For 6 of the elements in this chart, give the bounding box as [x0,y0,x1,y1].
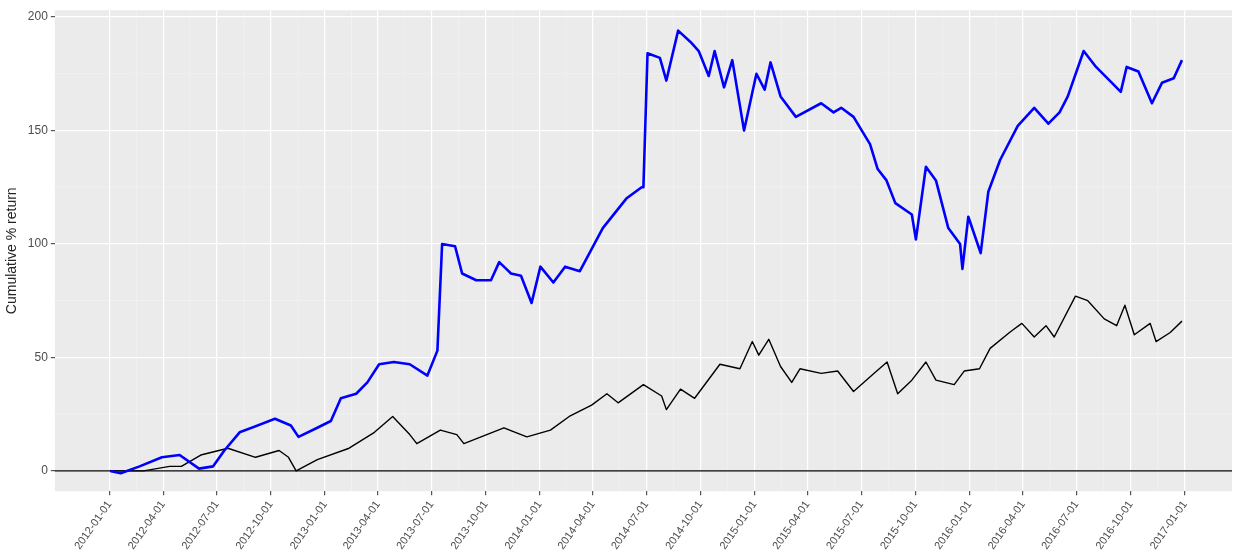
y-tick-label: 50 [34,349,49,364]
y-tick-label: 200 [27,9,49,24]
y-tick-label: 0 [41,463,49,478]
y-tick-label: 100 [27,236,49,251]
y-tick-label: 150 [27,122,49,137]
y-axis-title: Cumulative % return [3,187,20,315]
